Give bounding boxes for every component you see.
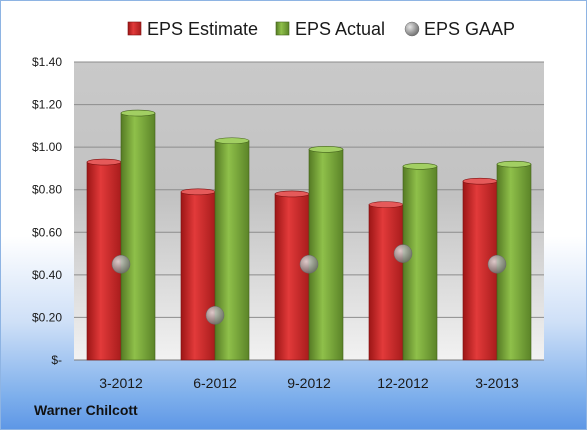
bar-eps-estimate (274, 193, 310, 361)
legend-estimate-swatch (127, 21, 142, 36)
y-tick-label: $1.00 (32, 140, 62, 154)
marker-eps-gaap (205, 306, 225, 325)
marker-eps-gaap (299, 254, 319, 274)
y-tick-label: $0.80 (32, 183, 62, 197)
x-category-label: 6-2012 (193, 375, 237, 391)
legend-gaap-label: EPS GAAP (424, 19, 515, 39)
bar-eps-actual (402, 166, 438, 361)
marker-eps-gaap (111, 254, 131, 274)
bar-cap-actual (120, 109, 156, 117)
y-tick-label: $0.20 (32, 310, 62, 324)
y-tick-label: $0.60 (32, 225, 62, 239)
bar-eps-actual (308, 148, 344, 361)
legend-gaap-swatch (404, 21, 420, 37)
y-tick-label: $1.40 (32, 55, 62, 69)
bar-cap-estimate (86, 158, 122, 166)
bar-eps-estimate (368, 204, 404, 361)
bar-cap-actual (214, 137, 250, 145)
x-category-label: 3-2012 (99, 375, 143, 391)
marker-eps-gaap (393, 244, 413, 263)
y-tick-label: $0.40 (32, 268, 62, 282)
x-category-label: 9-2012 (287, 375, 331, 391)
bar-cap-actual (402, 163, 438, 170)
bar-eps-actual (214, 140, 250, 361)
legend-estimate-label: EPS Estimate (147, 19, 258, 39)
bar-cap-estimate (462, 177, 498, 185)
bar-cap-estimate (180, 188, 216, 196)
marker-eps-gaap (487, 254, 507, 274)
bar-cap-estimate (274, 190, 310, 198)
bar-cap-actual (496, 160, 532, 168)
company-name: Warner Chilcott (34, 402, 138, 418)
y-tick-label: $- (51, 353, 62, 367)
y-tick-label: $1.20 (32, 98, 62, 112)
x-category-label: 3-2013 (475, 375, 519, 391)
bar-eps-estimate (180, 191, 216, 361)
legend-actual-label: EPS Actual (295, 19, 385, 39)
bar-cap-estimate (368, 201, 404, 208)
bar-eps-actual (120, 112, 156, 361)
x-category-label: 12-2012 (377, 375, 429, 391)
bar-cap-actual (308, 145, 344, 153)
legend-actual-swatch (275, 21, 290, 36)
